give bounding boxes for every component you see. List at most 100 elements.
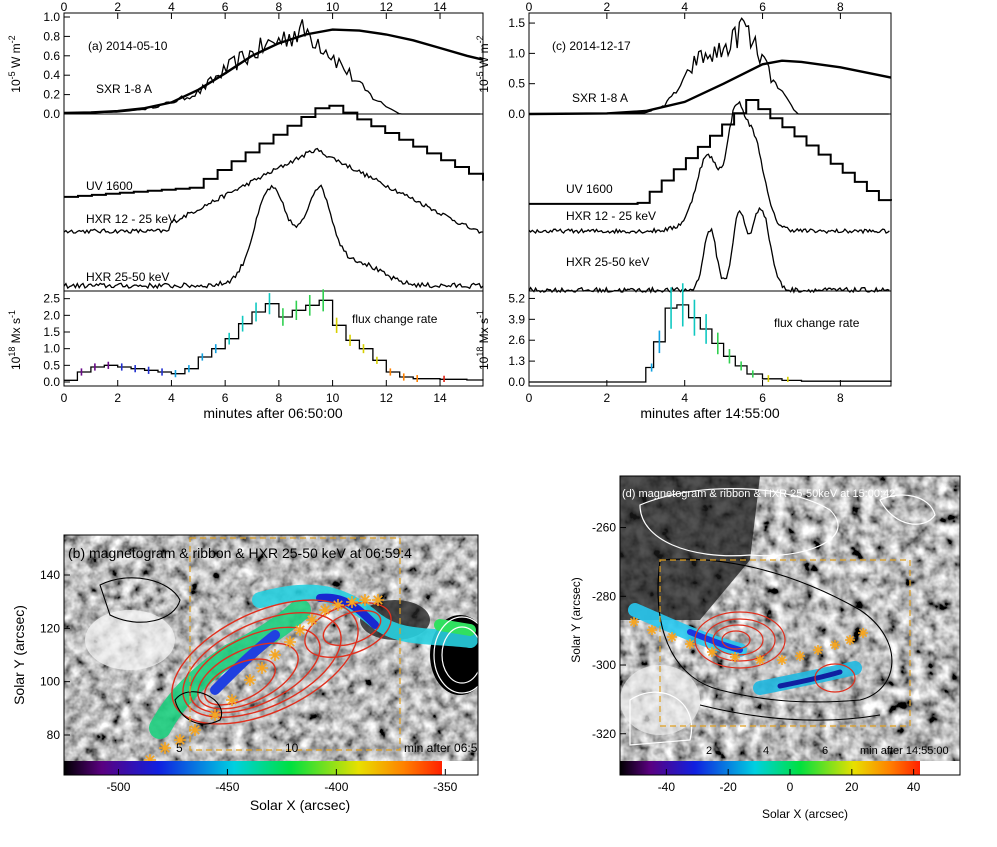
panel-b-colorbar [64, 761, 442, 775]
panel-c-hxr2-line [528, 206, 890, 294]
y-tick-label: 0.6 [43, 49, 60, 63]
panel-c-hxr2-label: HXR 25-50 keV [566, 255, 649, 269]
panel-c-flux-ylabel: 1018 Mx s-1 [475, 310, 491, 370]
y-tick-label: 5.2 [508, 291, 525, 305]
x-tick-label: -500 [106, 780, 130, 794]
x-tick-label: 14 [433, 391, 447, 405]
x-tick-label: 0 [61, 391, 68, 405]
panel-a-flux-y-ticks: 0.0 0.5 1.0 1.5 2.0 2.5 [43, 292, 70, 389]
panel-a-frame [63, 12, 484, 387]
panel-a-sxr-fine-line [64, 19, 481, 115]
x-tick-label-top: 6 [222, 0, 229, 14]
panel-d-x-ticks: -40 -20 0 20 40 [658, 769, 921, 794]
x-tick-label-top: 8 [276, 0, 283, 14]
star-marker [359, 594, 371, 606]
star-marker [159, 742, 171, 754]
y-tick-label: 120 [40, 621, 60, 635]
x-tick-label: 6 [222, 391, 229, 405]
panel-b-ylabel: Solar Y (arcsec) [11, 605, 27, 705]
x-tick-label: -350 [433, 780, 457, 794]
y-tick-label: -300 [592, 658, 616, 672]
panel-a-hxr2-label: HXR 25-50 keV [86, 270, 169, 284]
panel-a: 0 0 2 2 4 4 6 6 8 8 10 10 12 12 14 14 0.0 0.2 0.4 0.6 0.8 1.… [7, 0, 484, 421]
y-tick-label: 0.0 [508, 375, 525, 389]
y-tick-label: 0.5 [43, 358, 60, 372]
y-tick-label: 0.5 [508, 77, 525, 91]
panel-b-ribbon-south [149, 599, 311, 739]
panel-b-cbar-tick-0: 5 [176, 741, 183, 755]
panel-d-dark-region [620, 476, 760, 620]
x-tick-label-top: 4 [168, 0, 175, 14]
x-tick-label-top: 2 [604, 0, 611, 14]
star-marker [685, 639, 695, 649]
panel-b: (b) magnetogram & ribbon & HXR 25-50 keV… [11, 534, 501, 813]
y-tick-label: 0.0 [508, 107, 525, 121]
panel-c-flux-y-ticks: 0.0 1.3 2.6 3.9 5.2 [508, 291, 535, 389]
star-marker [730, 652, 740, 662]
star-marker [319, 604, 331, 616]
x-tick-label: 2 [114, 391, 121, 405]
star-marker [845, 635, 855, 645]
x-tick-label-top: 4 [681, 0, 688, 14]
panel-d: (d) magnetogram & ribbon & HXR 25-50keV … [569, 475, 961, 821]
y-tick-label: 0.0 [43, 107, 60, 121]
y-tick-label: 0.0 [43, 375, 60, 389]
panel-c-hxr1-line [528, 100, 890, 235]
panel-a-hxr1-label: HXR 12 - 25 keV [86, 212, 176, 226]
panel-c-sxr-label: SXR 1-8 A [572, 91, 628, 105]
panel-c-title: (c) 2014-12-17 [552, 39, 631, 53]
star-marker [346, 596, 358, 608]
x-tick-label: 12 [380, 391, 394, 405]
star-marker [858, 628, 868, 638]
panel-c-sxr-y-ticks: 0.0 0.5 1.0 1.5 [508, 16, 535, 121]
x-tick-label: 0 [526, 391, 533, 405]
star-marker [144, 754, 156, 761]
panel-a-hxr2-line [63, 184, 484, 290]
star-marker [372, 594, 384, 606]
x-tick-label: -450 [215, 780, 239, 794]
panel-c-frame [528, 12, 892, 387]
y-tick-label: 1.5 [508, 16, 525, 30]
x-tick-label-top: 10 [326, 0, 340, 14]
y-tick-label: 2.0 [43, 308, 60, 322]
panel-a-uv-label: UV 1600 [86, 179, 133, 193]
x-tick-label: 2 [604, 391, 611, 405]
panel-b-cbar-label: min after 06:50:00 [404, 741, 501, 755]
y-tick-label: 1.0 [508, 46, 525, 60]
x-tick-label: 4 [168, 391, 175, 405]
y-tick-label: 140 [40, 568, 60, 582]
y-tick-label: 0.4 [43, 68, 60, 82]
star-marker [174, 734, 186, 746]
y-tick-label: 80 [47, 728, 61, 742]
panel-a-title: (a) 2014-05-10 [88, 39, 168, 53]
star-marker [332, 599, 344, 611]
panel-c-flux-label: flux change rate [774, 316, 860, 330]
star-marker [256, 662, 268, 674]
panel-a-uv-line [64, 104, 484, 198]
panel-c-sxr-smooth-line [528, 59, 892, 116]
panel-a-flux-ylabel: 1018 Mx s-1 [7, 310, 23, 370]
panel-d-box [659, 559, 911, 727]
y-tick-label: 0.2 [43, 88, 60, 102]
panel-c-uv-line [529, 99, 892, 205]
y-tick-label: 100 [40, 675, 60, 689]
x-tick-label-top: 0 [526, 0, 533, 14]
panel-b-title: (b) magnetogram & ribbon & HXR 25-50 keV… [68, 545, 412, 561]
star-marker [244, 674, 256, 686]
star-marker [813, 645, 823, 655]
panel-d-y-ticks: -260 -280 -300 -320 [592, 521, 626, 741]
star-marker [755, 655, 765, 665]
panel-c-sxr-fine-line [529, 17, 889, 115]
panel-d-contours-black [657, 558, 893, 721]
x-tick-label-top: 2 [114, 0, 121, 14]
star-marker [830, 640, 840, 650]
x-tick-label: 8 [276, 391, 283, 405]
y-tick-label: 1.3 [508, 354, 525, 368]
panel-a-sxr-label: SXR 1-8 A [96, 82, 152, 96]
x-tick-label-top: 8 [837, 0, 844, 14]
y-tick-label: 0.8 [43, 29, 60, 43]
panel-b-frame [63, 534, 479, 776]
x-tick-label: -400 [324, 780, 348, 794]
